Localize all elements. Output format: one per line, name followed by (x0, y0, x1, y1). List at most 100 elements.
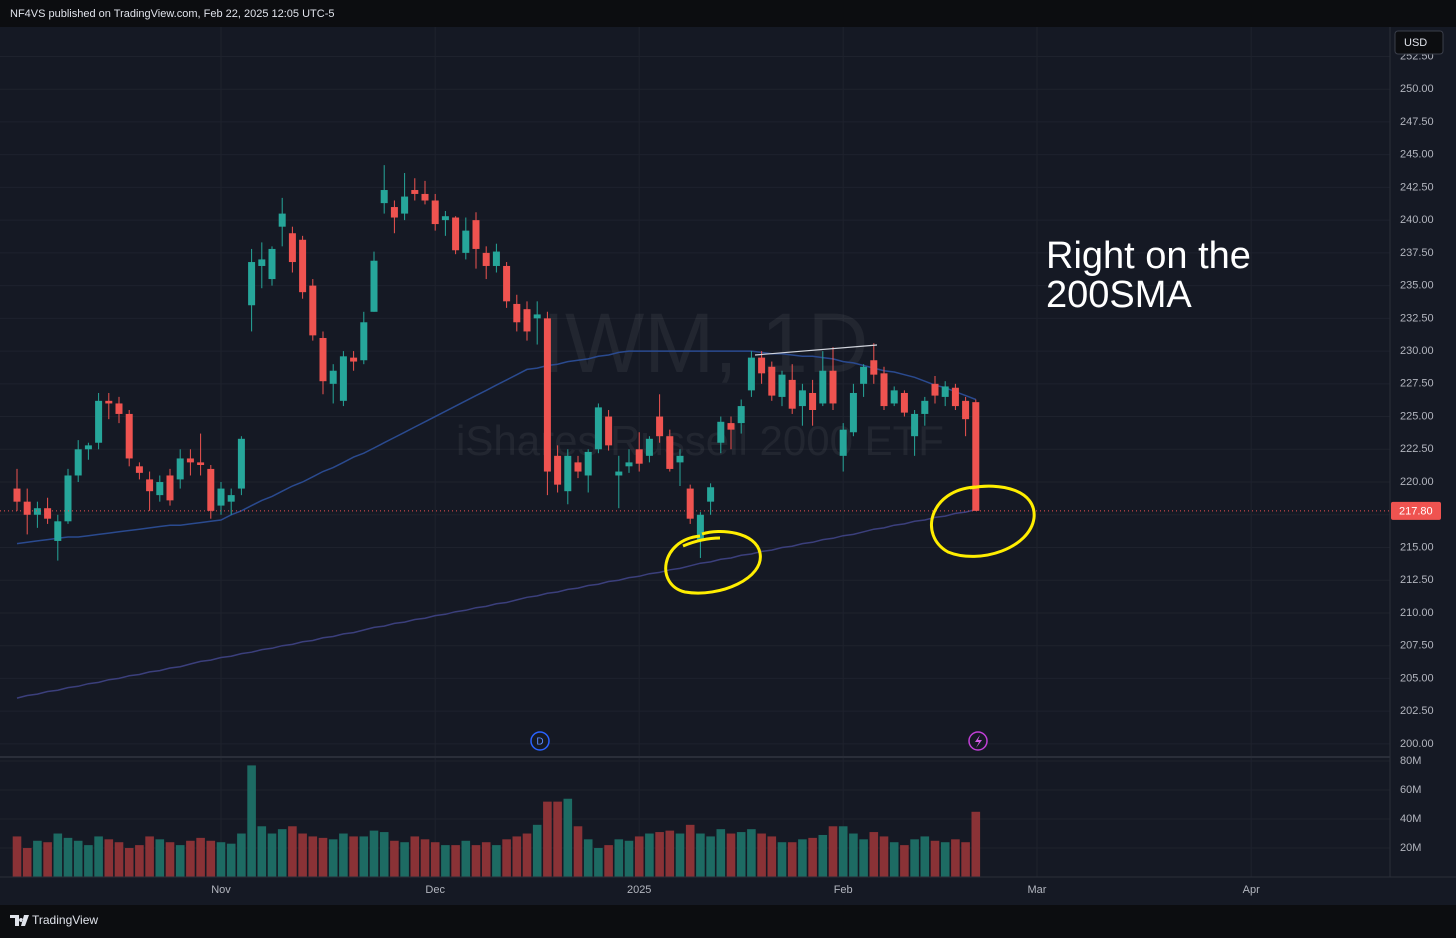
highlight-stroke (682, 536, 721, 548)
volume-bar (339, 833, 348, 877)
footer-bar (0, 905, 1456, 938)
dividend-letter: D (536, 737, 543, 748)
volume-bar (369, 830, 379, 877)
candle-body (605, 416, 613, 446)
volume-bar (655, 832, 664, 877)
candle-body (921, 400, 929, 414)
candle-body (482, 252, 490, 266)
candle-body (727, 423, 735, 430)
candle-body (696, 514, 704, 541)
candle-body (207, 468, 215, 511)
candle-body (584, 451, 592, 476)
volume-bar (910, 839, 919, 877)
y-tick-label: 210.00 (1400, 607, 1434, 619)
x-tick-label: 2025 (627, 884, 651, 896)
volume-bar (685, 824, 695, 877)
candle-body (615, 471, 623, 476)
volume-bar (838, 826, 848, 877)
y-tick-label: 230.00 (1400, 345, 1434, 357)
moving-averages (16, 350, 977, 699)
candle-body (860, 366, 868, 384)
volume-bar (349, 836, 358, 877)
last-price-badge (1391, 501, 1441, 520)
last-price-label: 217.80 (1399, 506, 1433, 518)
volume-bar (879, 836, 889, 877)
candle-body (84, 445, 92, 450)
volume-bar (665, 830, 675, 877)
volume-bar (308, 836, 318, 877)
candle-body (758, 357, 766, 374)
header-bar (0, 0, 1456, 27)
y-tick-label: 222.50 (1400, 443, 1434, 455)
candle-body (288, 233, 296, 263)
volume-bar (318, 837, 328, 877)
volume-bar (277, 829, 287, 877)
volume-bar (696, 833, 705, 877)
volume-bar (961, 842, 970, 877)
y-tick-label: 200.00 (1400, 738, 1434, 750)
volume-bar (512, 836, 522, 877)
volume-bar (471, 845, 481, 877)
candle-body (778, 374, 786, 397)
volume-bar (532, 824, 542, 877)
volume-bar (114, 842, 124, 877)
candle-body (707, 487, 715, 502)
volume-bar (706, 836, 715, 877)
candle-body (452, 217, 460, 251)
candle-body (931, 383, 939, 396)
candle-body (370, 260, 378, 312)
volume-bar (216, 842, 226, 877)
candle-body (941, 386, 949, 397)
volume-bar (410, 836, 420, 877)
volume-bar (22, 848, 32, 877)
candle-body (135, 466, 143, 473)
candle-body (972, 402, 980, 511)
candle-body (656, 416, 664, 437)
candle-body (523, 309, 531, 332)
candle-body (441, 216, 449, 221)
candle-body (890, 390, 898, 404)
candle-body (329, 370, 337, 384)
candle-body (666, 436, 674, 469)
candle-body (237, 438, 245, 489)
candle-body (594, 407, 602, 450)
volume-bar (247, 765, 256, 877)
candle-body (747, 357, 755, 391)
y-tick-label: 205.00 (1400, 672, 1434, 684)
volume-bar (553, 801, 562, 877)
volume-bar (165, 842, 175, 877)
candle-body (105, 400, 113, 404)
candle-body (564, 455, 572, 492)
volume-bar (859, 839, 868, 877)
volume-bar (33, 840, 42, 877)
highlight-circle (664, 530, 762, 595)
candle-body (798, 390, 806, 407)
candle-body (492, 251, 500, 266)
candle-body (472, 220, 480, 249)
candle-body (54, 521, 62, 541)
candle-body (64, 475, 72, 522)
y-tick-label: 237.50 (1400, 247, 1434, 259)
volume-bar (573, 826, 583, 877)
brand-logo (10, 915, 29, 926)
candle-body (431, 200, 439, 225)
candle-body (839, 429, 847, 456)
volume-bar (563, 798, 573, 877)
candle-body (635, 449, 643, 464)
y-tick-label: 245.00 (1400, 149, 1434, 161)
volume-bar (971, 811, 981, 877)
volume-bar (614, 839, 624, 877)
y-tick-label: 240.00 (1400, 214, 1434, 226)
candle-body (95, 400, 103, 443)
volume-bar (492, 845, 501, 877)
volume-bar (359, 836, 369, 877)
candle-body (350, 357, 358, 362)
volume-bar (196, 837, 205, 877)
candle-body (186, 458, 194, 463)
moving-average (16, 508, 976, 699)
candle-body (197, 462, 205, 465)
volume-bar (634, 836, 644, 877)
x-tick-label: Feb (834, 884, 853, 896)
